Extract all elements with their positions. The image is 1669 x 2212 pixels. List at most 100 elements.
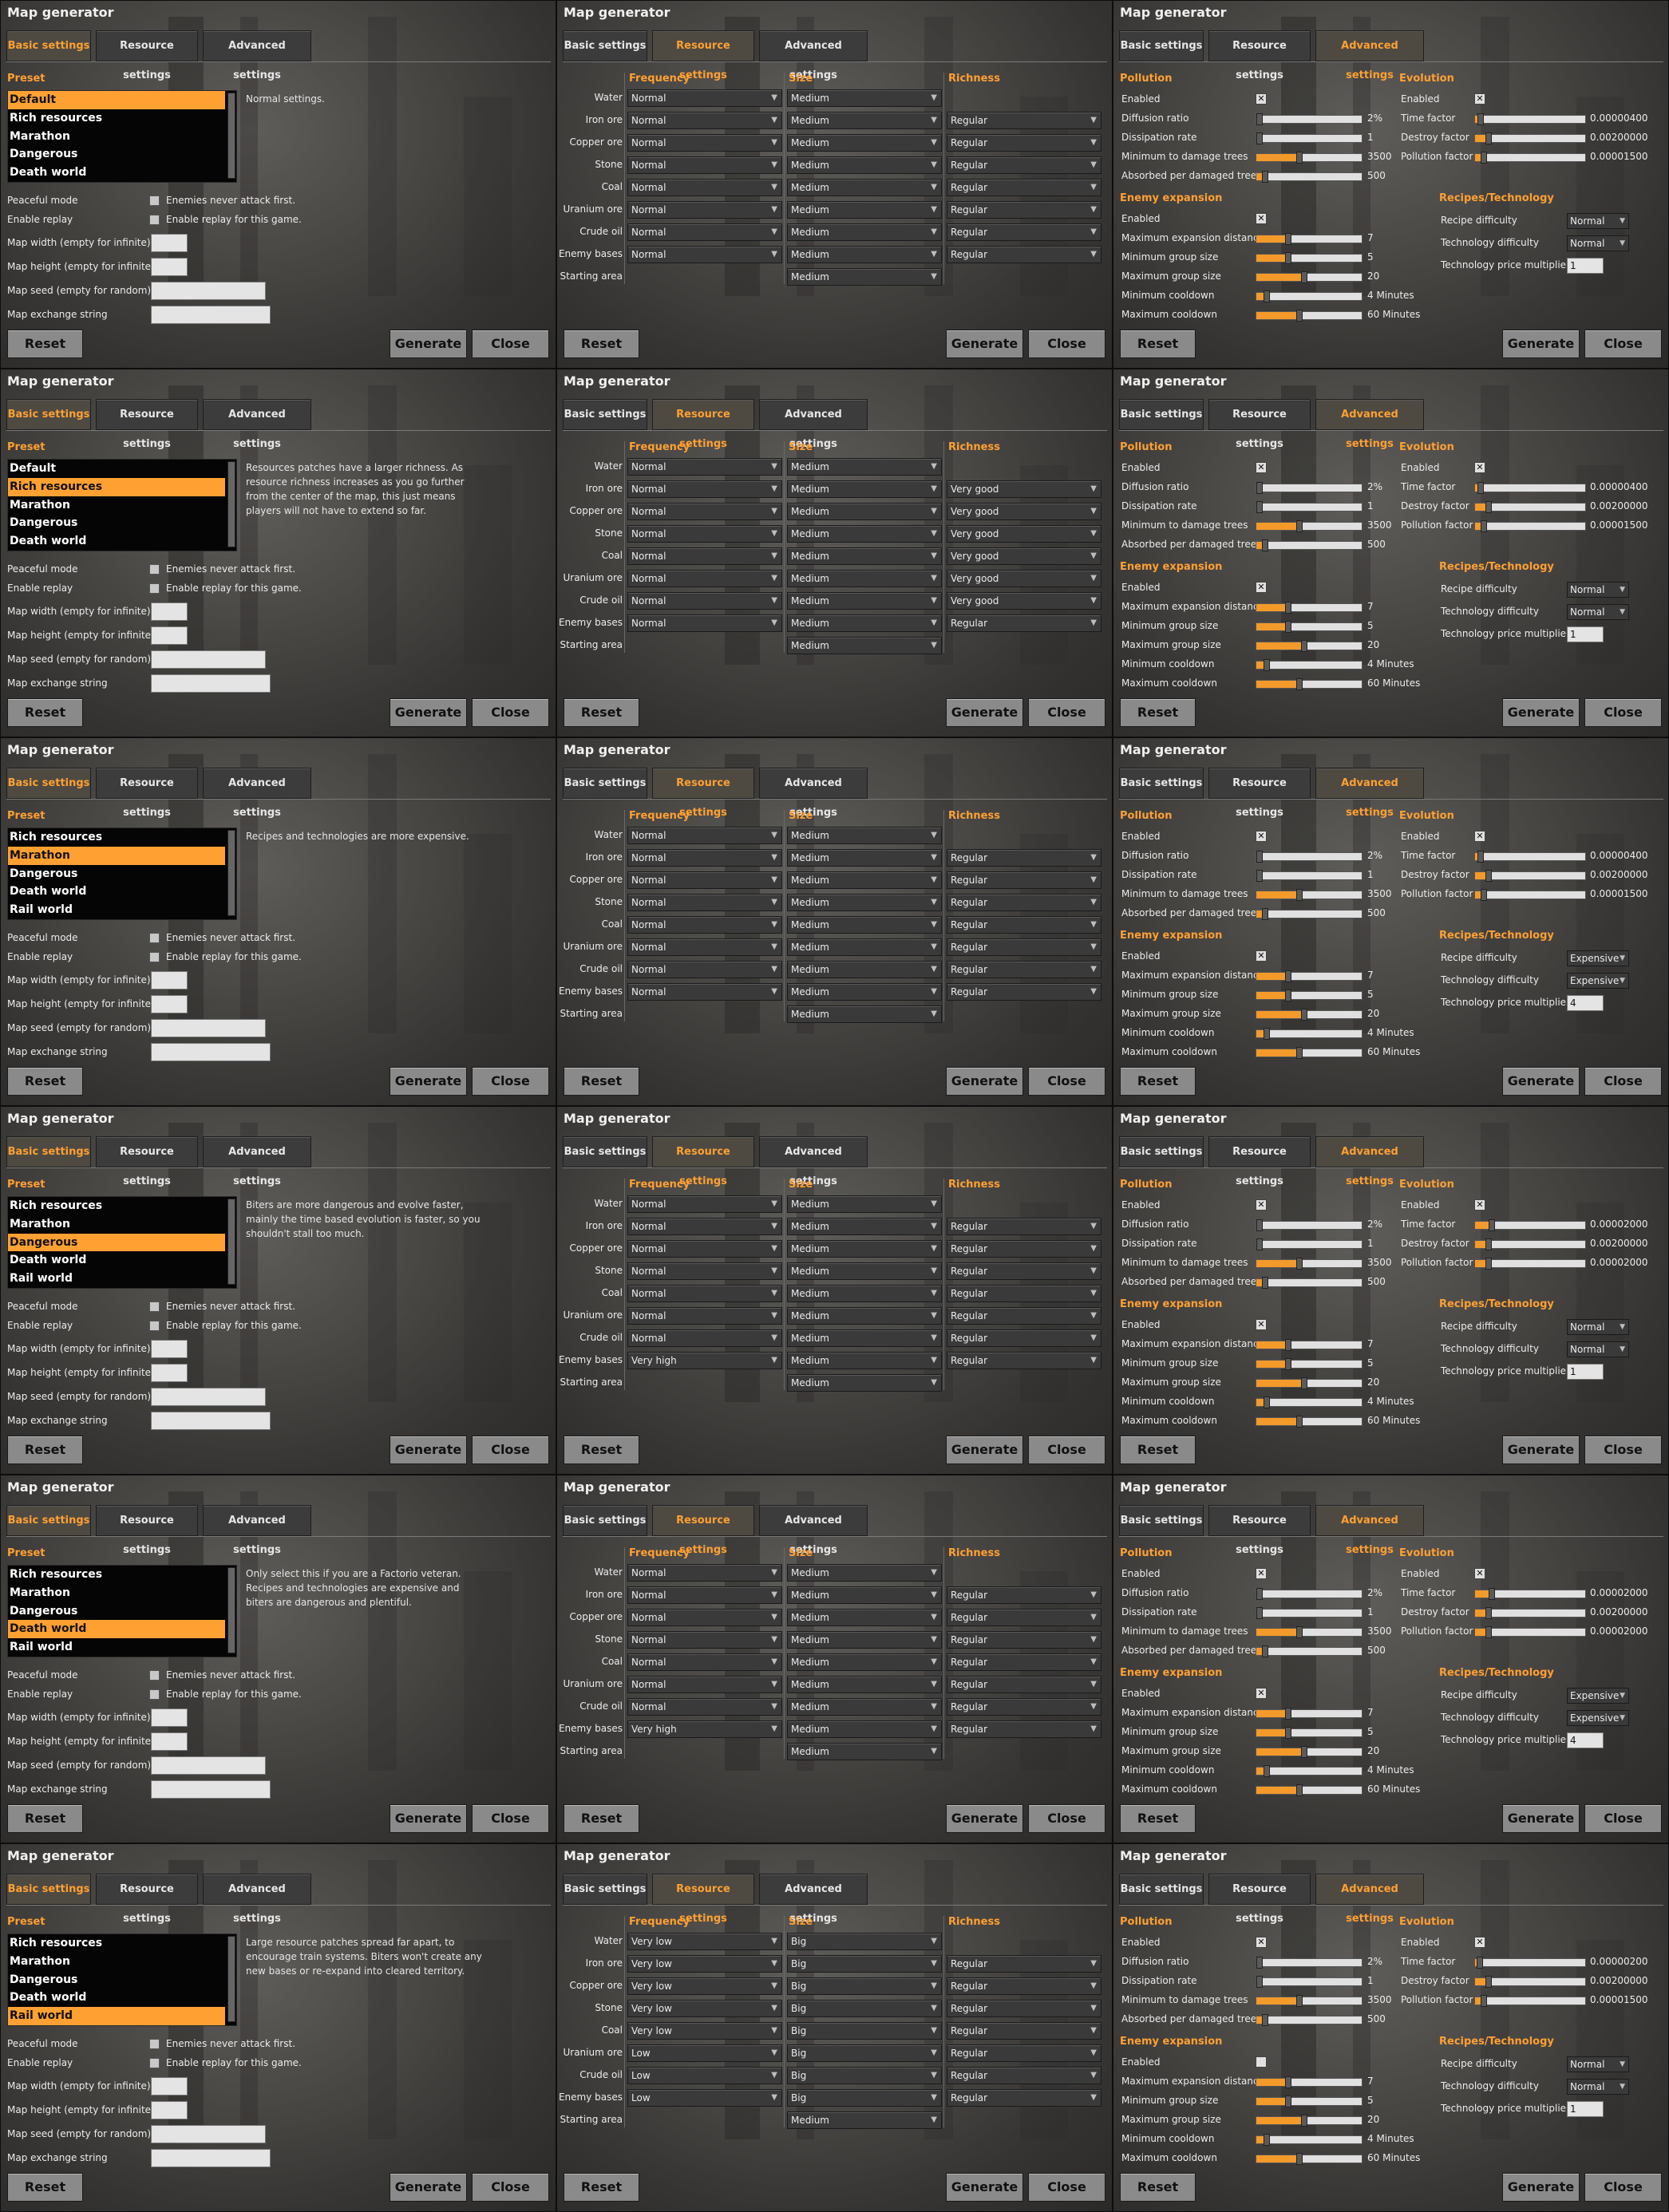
preset-scrollbar[interactable] <box>227 461 235 547</box>
frequency-dropdown[interactable]: Very low ▼ <box>627 1977 782 1995</box>
pollution-slider[interactable] <box>1256 1976 1362 1988</box>
preset-item[interactable]: Rich resources <box>10 1568 103 1581</box>
frequency-dropdown[interactable]: Normal ▼ <box>627 1676 782 1693</box>
tab-advanced-settings[interactable]: Advanced settings <box>759 1505 868 1556</box>
close-button[interactable]: Close <box>472 330 549 358</box>
generate-button[interactable]: Generate <box>1502 1436 1580 1464</box>
size-dropdown[interactable]: Medium ▼ <box>787 89 942 107</box>
close-button[interactable]: Close <box>472 2173 549 2202</box>
frequency-dropdown[interactable]: Low ▼ <box>627 2044 782 2062</box>
richness-dropdown[interactable]: Regular ▼ <box>947 1676 1101 1693</box>
frequency-dropdown[interactable]: Very low ▼ <box>627 2000 782 2017</box>
slider-knob[interactable] <box>1489 1588 1495 1600</box>
pollution-slider[interactable] <box>1256 908 1362 920</box>
pollution-enabled-checkbox[interactable]: ✕ <box>1256 93 1267 105</box>
richness-dropdown[interactable]: Very good ▼ <box>947 503 1101 520</box>
evolution-slider[interactable] <box>1474 132 1586 144</box>
preset-item[interactable]: Marathon <box>10 498 70 512</box>
slider-knob[interactable] <box>1264 1396 1270 1408</box>
expansion-slider[interactable] <box>1256 640 1362 652</box>
richness-dropdown[interactable]: Very good ▼ <box>947 570 1101 587</box>
slider-knob[interactable] <box>1256 113 1263 125</box>
price-multiplier-field[interactable]: 1 <box>1567 2101 1604 2117</box>
preset-item[interactable]: Rich resources <box>10 111 103 124</box>
tab-resource-settings[interactable]: Resource settings <box>1208 768 1311 819</box>
richness-dropdown[interactable]: Regular ▼ <box>947 1218 1101 1235</box>
close-button[interactable]: Close <box>1584 2173 1662 2202</box>
richness-dropdown[interactable]: Regular ▼ <box>947 246 1101 263</box>
size-dropdown[interactable]: Medium ▼ <box>787 1743 942 1760</box>
reset-button[interactable]: Reset <box>7 1067 83 1096</box>
tab-basic-settings[interactable]: Basic settings <box>563 768 647 799</box>
frequency-dropdown[interactable]: Very low ▼ <box>627 1933 782 1950</box>
tab-advanced-settings[interactable]: Advanced settings <box>1315 1136 1424 1187</box>
size-dropdown[interactable]: Big ▼ <box>787 1955 942 1973</box>
tab-resource-settings[interactable]: Resource settings <box>96 399 198 450</box>
close-button[interactable]: Close <box>1584 1436 1662 1464</box>
pollution-slider[interactable] <box>1256 482 1362 494</box>
preset-scrollbar[interactable] <box>227 93 235 179</box>
evolution-slider[interactable] <box>1474 1995 1586 2007</box>
pollution-slider[interactable] <box>1256 171 1362 183</box>
text-field[interactable] <box>151 1043 271 1061</box>
slider-knob[interactable] <box>1477 1957 1483 1969</box>
preset-list[interactable]: Rich resources Marathon Dangerous Death wor… <box>7 1934 237 2026</box>
option-checkbox[interactable] <box>149 564 160 575</box>
expansion-slider[interactable] <box>1256 1009 1362 1021</box>
expansion-slider[interactable] <box>1256 1765 1362 1777</box>
frequency-dropdown[interactable]: Normal ▼ <box>627 480 782 498</box>
reset-button[interactable]: Reset <box>1120 1804 1196 1833</box>
tab-resource-settings[interactable]: Resource settings <box>652 30 754 81</box>
tab-resource-settings[interactable]: Resource settings <box>1208 30 1311 81</box>
slider-knob[interactable] <box>1481 520 1487 532</box>
close-button[interactable]: Close <box>1584 330 1662 358</box>
tab-basic-settings[interactable]: Basic settings <box>563 1505 647 1536</box>
pollution-slider[interactable] <box>1256 132 1362 144</box>
preset-scrollbar[interactable] <box>227 1936 235 2022</box>
slider-knob[interactable] <box>1285 989 1291 1001</box>
expansion-slider[interactable] <box>1256 2115 1362 2127</box>
close-button[interactable]: Close <box>472 698 549 727</box>
expansion-slider[interactable] <box>1256 1339 1362 1351</box>
tab-basic-settings[interactable]: Basic settings <box>6 399 91 430</box>
slider-knob[interactable] <box>1296 1626 1303 1638</box>
size-dropdown[interactable]: Big ▼ <box>787 2022 942 2040</box>
close-button[interactable]: Close <box>1028 2173 1105 2202</box>
pollution-slider[interactable] <box>1256 851 1362 863</box>
preset-item[interactable]: Dangerous <box>10 1604 78 1618</box>
price-multiplier-field[interactable]: 4 <box>1567 995 1604 1011</box>
size-dropdown[interactable]: Medium ▼ <box>787 1564 942 1582</box>
size-dropdown[interactable]: Medium ▼ <box>787 894 942 911</box>
frequency-dropdown[interactable]: Normal ▼ <box>627 1329 782 1347</box>
preset-item[interactable]: Dangerous <box>8 1233 225 1252</box>
preset-item[interactable]: Marathon <box>10 129 70 143</box>
frequency-dropdown[interactable]: Normal ▼ <box>627 246 782 263</box>
frequency-dropdown[interactable]: Normal ▼ <box>627 938 782 956</box>
slider-knob[interactable] <box>1477 851 1484 863</box>
tab-basic-settings[interactable]: Basic settings <box>6 1505 91 1536</box>
tab-basic-settings[interactable]: Basic settings <box>563 399 647 430</box>
slider-knob[interactable] <box>1296 1416 1303 1428</box>
size-dropdown[interactable]: Medium ▼ <box>787 871 942 889</box>
preset-item[interactable]: Dangerous <box>10 516 78 530</box>
preset-item[interactable]: Default <box>10 462 57 475</box>
generate-button[interactable]: Generate <box>390 1804 467 1833</box>
expansion-slider[interactable] <box>1256 2095 1362 2107</box>
frequency-dropdown[interactable]: Normal ▼ <box>627 849 782 867</box>
tab-resource-settings[interactable]: Resource settings <box>1208 399 1311 450</box>
evolution-slider[interactable] <box>1474 482 1586 494</box>
expansion-slider[interactable] <box>1256 1377 1362 1389</box>
evolution-slider[interactable] <box>1474 1219 1586 1231</box>
evolution-slider[interactable] <box>1474 1588 1586 1600</box>
frequency-dropdown[interactable]: Normal ▼ <box>627 458 782 476</box>
slider-knob[interactable] <box>1301 1746 1307 1758</box>
richness-dropdown[interactable]: Regular ▼ <box>947 1307 1101 1325</box>
text-field[interactable] <box>151 626 188 645</box>
expansion-slider[interactable] <box>1256 678 1362 690</box>
size-dropdown[interactable]: Medium ▼ <box>787 1609 942 1626</box>
preset-item[interactable]: Death world <box>10 1254 87 1267</box>
pollution-enabled-checkbox[interactable]: ✕ <box>1256 1937 1267 1948</box>
slider-knob[interactable] <box>1285 1339 1291 1351</box>
expansion-slider[interactable] <box>1256 1746 1362 1758</box>
frequency-dropdown[interactable]: Normal ▼ <box>627 134 782 152</box>
